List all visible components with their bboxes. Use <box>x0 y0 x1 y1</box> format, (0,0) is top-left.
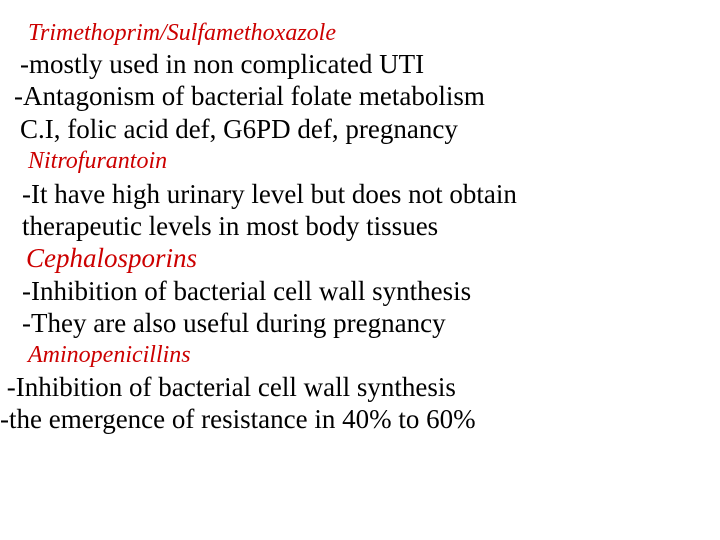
body-line: -the emergence of resistance in 40% to 6… <box>0 403 720 435</box>
body-line: -They are also useful during pregnancy <box>0 307 720 339</box>
body-line: C.I, folic acid def, G6PD def, pregnancy <box>0 113 720 145</box>
heading-aminopenicillins: Aminopenicillins <box>0 340 720 371</box>
body-line: -mostly used in non complicated UTI <box>0 48 720 80</box>
body-line: -Inhibition of bacterial cell wall synth… <box>0 275 720 307</box>
body-line: therapeutic levels in most body tissues <box>0 210 720 242</box>
heading-nitrofurantoin: Nitrofurantoin <box>0 145 720 177</box>
body-line: -It have high urinary level but does not… <box>0 178 720 210</box>
heading-cephalosporins: Cephalosporins <box>0 242 720 274</box>
slide-content: Trimethoprim/Sulfamethoxazole -mostly us… <box>0 0 720 435</box>
heading-trimethoprim: Trimethoprim/Sulfamethoxazole <box>0 18 720 48</box>
body-line: -Antagonism of bacterial folate metaboli… <box>0 80 720 112</box>
body-line: -Inhibition of bacterial cell wall synth… <box>0 371 720 403</box>
